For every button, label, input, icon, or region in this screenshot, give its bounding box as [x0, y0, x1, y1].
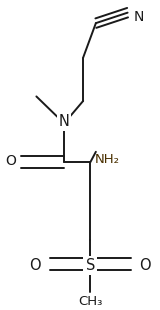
Text: N: N — [134, 10, 144, 24]
Text: CH₃: CH₃ — [78, 295, 103, 308]
Text: O: O — [29, 258, 41, 273]
Text: O: O — [140, 258, 151, 273]
Text: N: N — [59, 114, 70, 129]
Text: S: S — [86, 258, 95, 273]
Text: NH₂: NH₂ — [95, 153, 120, 166]
Text: O: O — [6, 154, 16, 168]
